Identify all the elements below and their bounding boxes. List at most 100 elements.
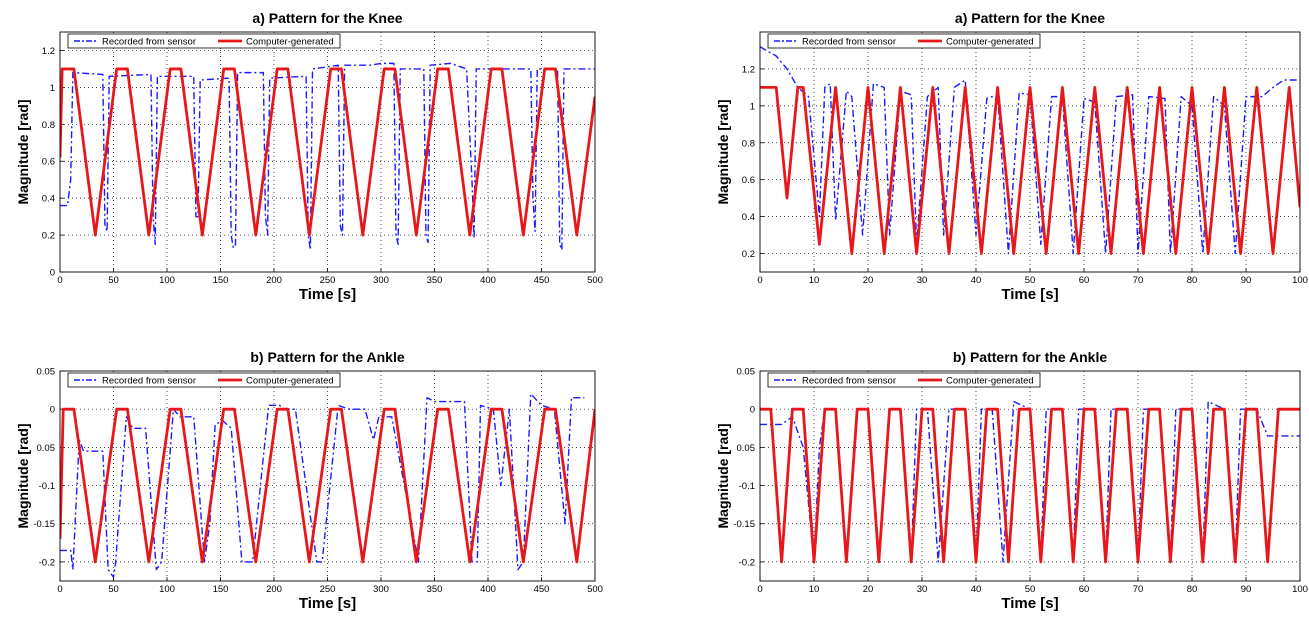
- x-tick-label: 400: [480, 584, 496, 595]
- x-tick-label: 80: [1187, 584, 1198, 595]
- chart-panel-3: 0 50 100 150 200 250 300 350 400 450 500 -0.2 -0.15 -…: [15, 349, 603, 612]
- y-axis-label: Magnitude [rad]: [715, 424, 731, 529]
- x-tick-label: 250: [320, 275, 336, 286]
- legend-box: [67, 372, 341, 388]
- x-tick-label: 20: [863, 275, 874, 286]
- y-tick-label: 1: [50, 83, 55, 94]
- chart-panel-4: 0 10 20 30 40 50 60 70 80 90 100 -0.2 -0.15 -0.1 0.05 0…: [715, 349, 1308, 612]
- chart-panel-1: 0 50 100 150 200 250 300 350 400 450 500 0 0.2 0.4 0.6…: [15, 10, 603, 303]
- chart-title: a) Pattern for the Knee: [955, 10, 1105, 26]
- y-tick-label: 0.05: [737, 443, 756, 454]
- x-tick-label: 150: [213, 584, 229, 595]
- y-tick-label: 0: [750, 405, 755, 416]
- y-tick-label: 0.4: [742, 212, 755, 223]
- y-tick-label: 0.05: [737, 367, 756, 378]
- series-line-recorded: [760, 46, 1300, 255]
- x-tick-label: 450: [534, 275, 550, 286]
- axes-frame: [59, 31, 596, 273]
- x-tick-label: 350: [427, 584, 443, 595]
- x-tick-label: 150: [213, 275, 229, 286]
- x-tick-label: 20: [863, 584, 874, 595]
- x-tick-label: 0: [57, 275, 62, 286]
- x-tick-label: 450: [534, 584, 550, 595]
- legend: Recorded from sensor Computer-generated: [767, 33, 1041, 49]
- y-tick-label: -0.1: [39, 481, 55, 492]
- x-tick-label: 60: [1079, 584, 1090, 595]
- y-tick-label: 0.05: [37, 443, 56, 454]
- x-tick-label: 100: [159, 584, 175, 595]
- x-tick-label: 90: [1241, 275, 1252, 286]
- chart-title: b) Pattern for the Ankle: [953, 349, 1107, 365]
- x-tick-label: 30: [917, 275, 928, 286]
- series-line-generated: [760, 407, 1300, 564]
- legend-label-recorded: Recorded from sensor: [102, 376, 196, 387]
- y-tick-label: -0.15: [733, 519, 755, 530]
- x-tick-label: 250: [320, 584, 336, 595]
- series-line-generated: [60, 407, 595, 564]
- axes-frame: [759, 370, 1301, 582]
- legend: Recorded from sensor Computer-generated: [67, 372, 341, 388]
- chart-title: b) Pattern for the Ankle: [250, 349, 404, 365]
- y-tick-label: 0.4: [42, 194, 55, 205]
- series-line-generated: [60, 67, 595, 237]
- x-axis-label: Time [s]: [1001, 286, 1058, 303]
- x-tick-label: 400: [480, 275, 496, 286]
- x-axis-label: Time [s]: [299, 595, 356, 612]
- legend-label-generated: Computer-generated: [946, 376, 1034, 387]
- x-tick-label: 300: [373, 584, 389, 595]
- y-axis-label: Magnitude [rad]: [15, 100, 31, 205]
- x-tick-label: 60: [1079, 275, 1090, 286]
- y-tick-label: 0.8: [742, 138, 755, 149]
- x-tick-label: 10: [809, 584, 820, 595]
- legend: Recorded from sensor Computer-generated: [767, 372, 1041, 388]
- y-tick-label: 0: [50, 268, 55, 279]
- chart-title: a) Pattern for the Knee: [252, 10, 402, 26]
- x-tick-label: 100: [1292, 275, 1308, 286]
- x-tick-label: 0: [57, 584, 62, 595]
- legend-label-generated: Computer-generated: [946, 37, 1034, 48]
- x-tick-label: 80: [1187, 275, 1198, 286]
- legend: Recorded from sensor Computer-generated: [67, 33, 341, 49]
- x-tick-label: 10: [809, 275, 820, 286]
- legend-box: [767, 33, 1041, 49]
- y-tick-label: -0.2: [39, 557, 55, 568]
- x-tick-label: 50: [1025, 275, 1036, 286]
- y-tick-label: 0.2: [742, 249, 755, 260]
- y-axis-label: Magnitude [rad]: [15, 424, 31, 529]
- legend-label-generated: Computer-generated: [246, 37, 334, 48]
- y-tick-label: 0.8: [42, 120, 55, 131]
- x-tick-label: 40: [971, 584, 982, 595]
- legend-box: [767, 372, 1041, 388]
- y-tick-label: 0.6: [42, 157, 55, 168]
- x-tick-label: 300: [373, 275, 389, 286]
- axes-frame: [759, 31, 1301, 273]
- y-tick-label: -0.1: [739, 481, 755, 492]
- x-tick-label: 90: [1241, 584, 1252, 595]
- y-tick-label: -0.2: [739, 557, 755, 568]
- y-tick-label: 0.2: [42, 231, 55, 242]
- x-tick-label: 50: [1025, 584, 1036, 595]
- x-tick-label: 0: [757, 584, 762, 595]
- x-axis-label: Time [s]: [1001, 595, 1058, 612]
- y-tick-label: 1: [750, 101, 755, 112]
- y-tick-label: 1.2: [42, 46, 55, 57]
- x-tick-label: 70: [1133, 584, 1144, 595]
- x-tick-label: 200: [266, 584, 282, 595]
- y-tick-label: 1.2: [742, 64, 755, 75]
- x-tick-label: 350: [427, 275, 443, 286]
- legend-box: [67, 33, 341, 49]
- y-axis-label: Magnitude [rad]: [715, 100, 731, 205]
- x-tick-label: 40: [971, 275, 982, 286]
- legend-label-recorded: Recorded from sensor: [102, 37, 196, 48]
- y-tick-label: 0.6: [742, 175, 755, 186]
- y-tick-label: 0.05: [37, 367, 56, 378]
- x-tick-label: 50: [108, 275, 119, 286]
- chart-panel-2: 0 10 20 30 40 50 60 70 80 90 100 0.2 0.4 0.6 0.8 1 1.2 Re…: [715, 10, 1308, 303]
- x-tick-label: 200: [266, 275, 282, 286]
- x-tick-label: 100: [159, 275, 175, 286]
- x-tick-label: 100: [1292, 584, 1308, 595]
- x-tick-label: 500: [587, 584, 603, 595]
- x-axis-label: Time [s]: [299, 286, 356, 303]
- series-line-generated: [760, 85, 1300, 255]
